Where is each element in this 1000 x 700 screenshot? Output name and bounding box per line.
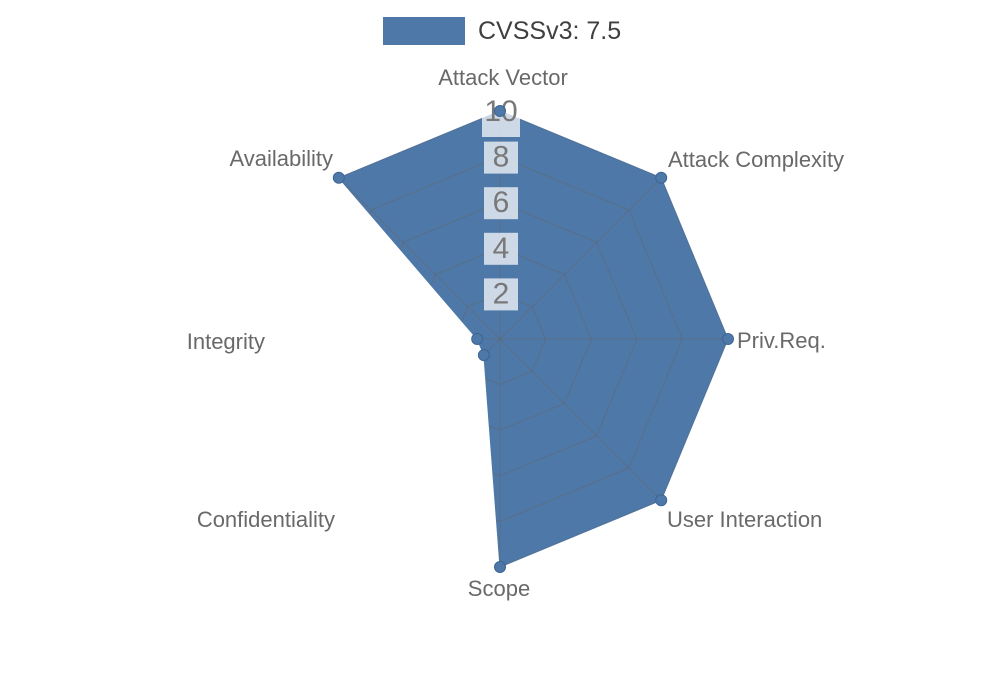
axis-labels: Attack Vector Attack Complexity Priv.Req. U… — [187, 65, 844, 601]
axis-label-user-interaction: User Interaction — [667, 507, 822, 532]
data-point-marker[interactable] — [477, 349, 490, 362]
axis-label-scope: Scope — [468, 576, 530, 601]
legend: CVSSv3: 7.5 — [383, 17, 621, 45]
tick-backdrop — [484, 141, 518, 174]
data-point-markers — [332, 105, 734, 573]
tick-label: 2 — [493, 277, 510, 310]
grid-spoke — [338, 338, 501, 501]
data-point-marker[interactable] — [655, 171, 668, 184]
axis-label-availability: Availability — [229, 146, 333, 171]
data-point-marker[interactable] — [494, 105, 506, 117]
tick-label: 6 — [493, 186, 510, 219]
data-point-marker[interactable] — [494, 561, 506, 573]
axis-label-confidentiality: Confidentiality — [197, 507, 335, 532]
tick-labels: 246810 — [482, 93, 520, 311]
grid-spoke — [499, 177, 662, 340]
data-point-marker[interactable] — [655, 494, 668, 507]
data-point-marker[interactable] — [722, 333, 734, 345]
grid-ring — [338, 111, 728, 567]
axis-label-integrity: Integrity — [187, 329, 265, 354]
axis-label-attack-vector: Attack Vector — [438, 65, 568, 90]
tick-backdrop — [484, 232, 518, 265]
axis-label-attack-complexity: Attack Complexity — [668, 147, 844, 172]
axis-label-priv-req: Priv.Req. — [737, 328, 826, 353]
tick-label: 8 — [493, 141, 510, 174]
data-point-marker[interactable] — [471, 333, 484, 345]
grid-spoke — [338, 177, 501, 340]
legend-label: CVSSv3: 7.5 — [478, 17, 622, 45]
tick-label: 4 — [493, 232, 510, 265]
tick-backdrop — [484, 278, 518, 311]
data-point-marker[interactable] — [332, 171, 345, 184]
grid-spoke — [499, 338, 662, 501]
tick-backdrop — [484, 187, 518, 220]
legend-swatch[interactable] — [383, 17, 465, 45]
